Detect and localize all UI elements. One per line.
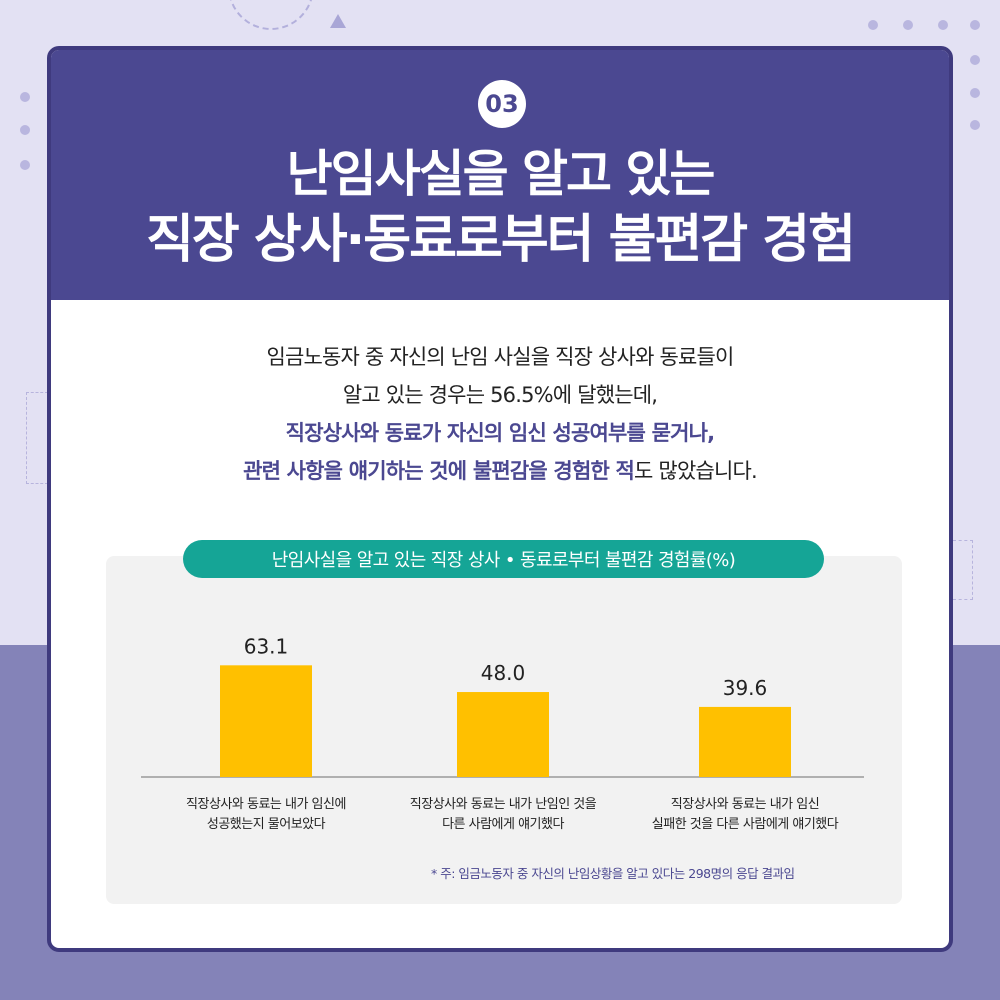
decorative-arc xyxy=(228,0,314,30)
decorative-dot xyxy=(970,20,980,30)
decorative-triangle-icon xyxy=(330,14,346,28)
bar xyxy=(457,692,549,777)
bar-value-label: 39.6 xyxy=(723,676,768,700)
category-label-line: 성공했는지 물어보았다 xyxy=(206,817,326,832)
bar-chart: 63.1 48.0 39.6 xyxy=(141,634,864,778)
page-title-line-2: 직장 상사·동료로부터 불편감 경험 xyxy=(146,210,856,270)
chart-title: 난임사실을 알고 있는 직장 상사 • 동료로부터 불편감 경험률(%) xyxy=(183,540,824,578)
infographic-card: 03 난임사실을 알고 있는 직장 상사·동료로부터 불편감 경험 임금노동자 … xyxy=(47,46,953,952)
decorative-dot xyxy=(938,20,948,30)
description-line-2: 알고 있는 경우는 56.5%에 달했는데, xyxy=(342,383,658,407)
description-line-3: 직장상사와 동료가 자신의 임신 성공여부를 묻거나, xyxy=(285,421,715,445)
description-line-4-rest: 도 많았습니다. xyxy=(634,459,758,483)
decorative-dot xyxy=(20,125,30,135)
category-label-line: 직장상사와 동료는 내가 임신 xyxy=(670,797,820,812)
bar-value-label: 48.0 xyxy=(481,661,526,685)
page-title-line-1: 난임사실을 알고 있는 xyxy=(286,145,716,203)
header-banner: 03 난임사실을 알고 있는 직장 상사·동료로부터 불편감 경험 xyxy=(51,50,949,300)
bar xyxy=(220,665,312,777)
decorative-dashed-bracket xyxy=(953,540,973,600)
category-label-line: 직장상사와 동료는 내가 임신에 xyxy=(186,797,346,812)
bar-value-label: 63.1 xyxy=(244,634,289,658)
decorative-dot xyxy=(970,88,980,98)
description-line-4-highlight: 관련 사항을 얘기하는 것에 불편감을 경험한 적 xyxy=(243,459,635,483)
description-line-1: 임금노동자 중 자신의 난임 사실을 직장 상사와 동료들이 xyxy=(266,345,734,369)
description-text: 임금노동자 중 자신의 난임 사실을 직장 상사와 동료들이 알고 있는 경우는… xyxy=(51,338,949,490)
decorative-dot xyxy=(970,55,980,65)
category-label-line: 직장상사와 동료는 내가 난임인 것을 xyxy=(409,797,597,812)
decorative-dot xyxy=(868,20,878,30)
chart-footnote: * 주: 임금노동자 중 자신의 난임상황을 알고 있다는 298명의 응답 결… xyxy=(431,866,795,881)
category-label-line: 다른 사람에게 얘기했다 xyxy=(442,817,564,832)
decorative-dot xyxy=(20,160,30,170)
bar xyxy=(699,706,791,777)
decorative-dot xyxy=(903,20,913,30)
description-line-4: 관련 사항을 얘기하는 것에 불편감을 경험한 적도 많았습니다. xyxy=(51,452,949,490)
category-label-line: 실패한 것을 다른 사람에게 얘기했다 xyxy=(651,817,839,832)
decorative-dot xyxy=(970,120,980,130)
decorative-dot xyxy=(20,92,30,102)
decorative-dashed-bracket xyxy=(26,392,48,484)
section-number-badge: 03 xyxy=(478,80,526,128)
